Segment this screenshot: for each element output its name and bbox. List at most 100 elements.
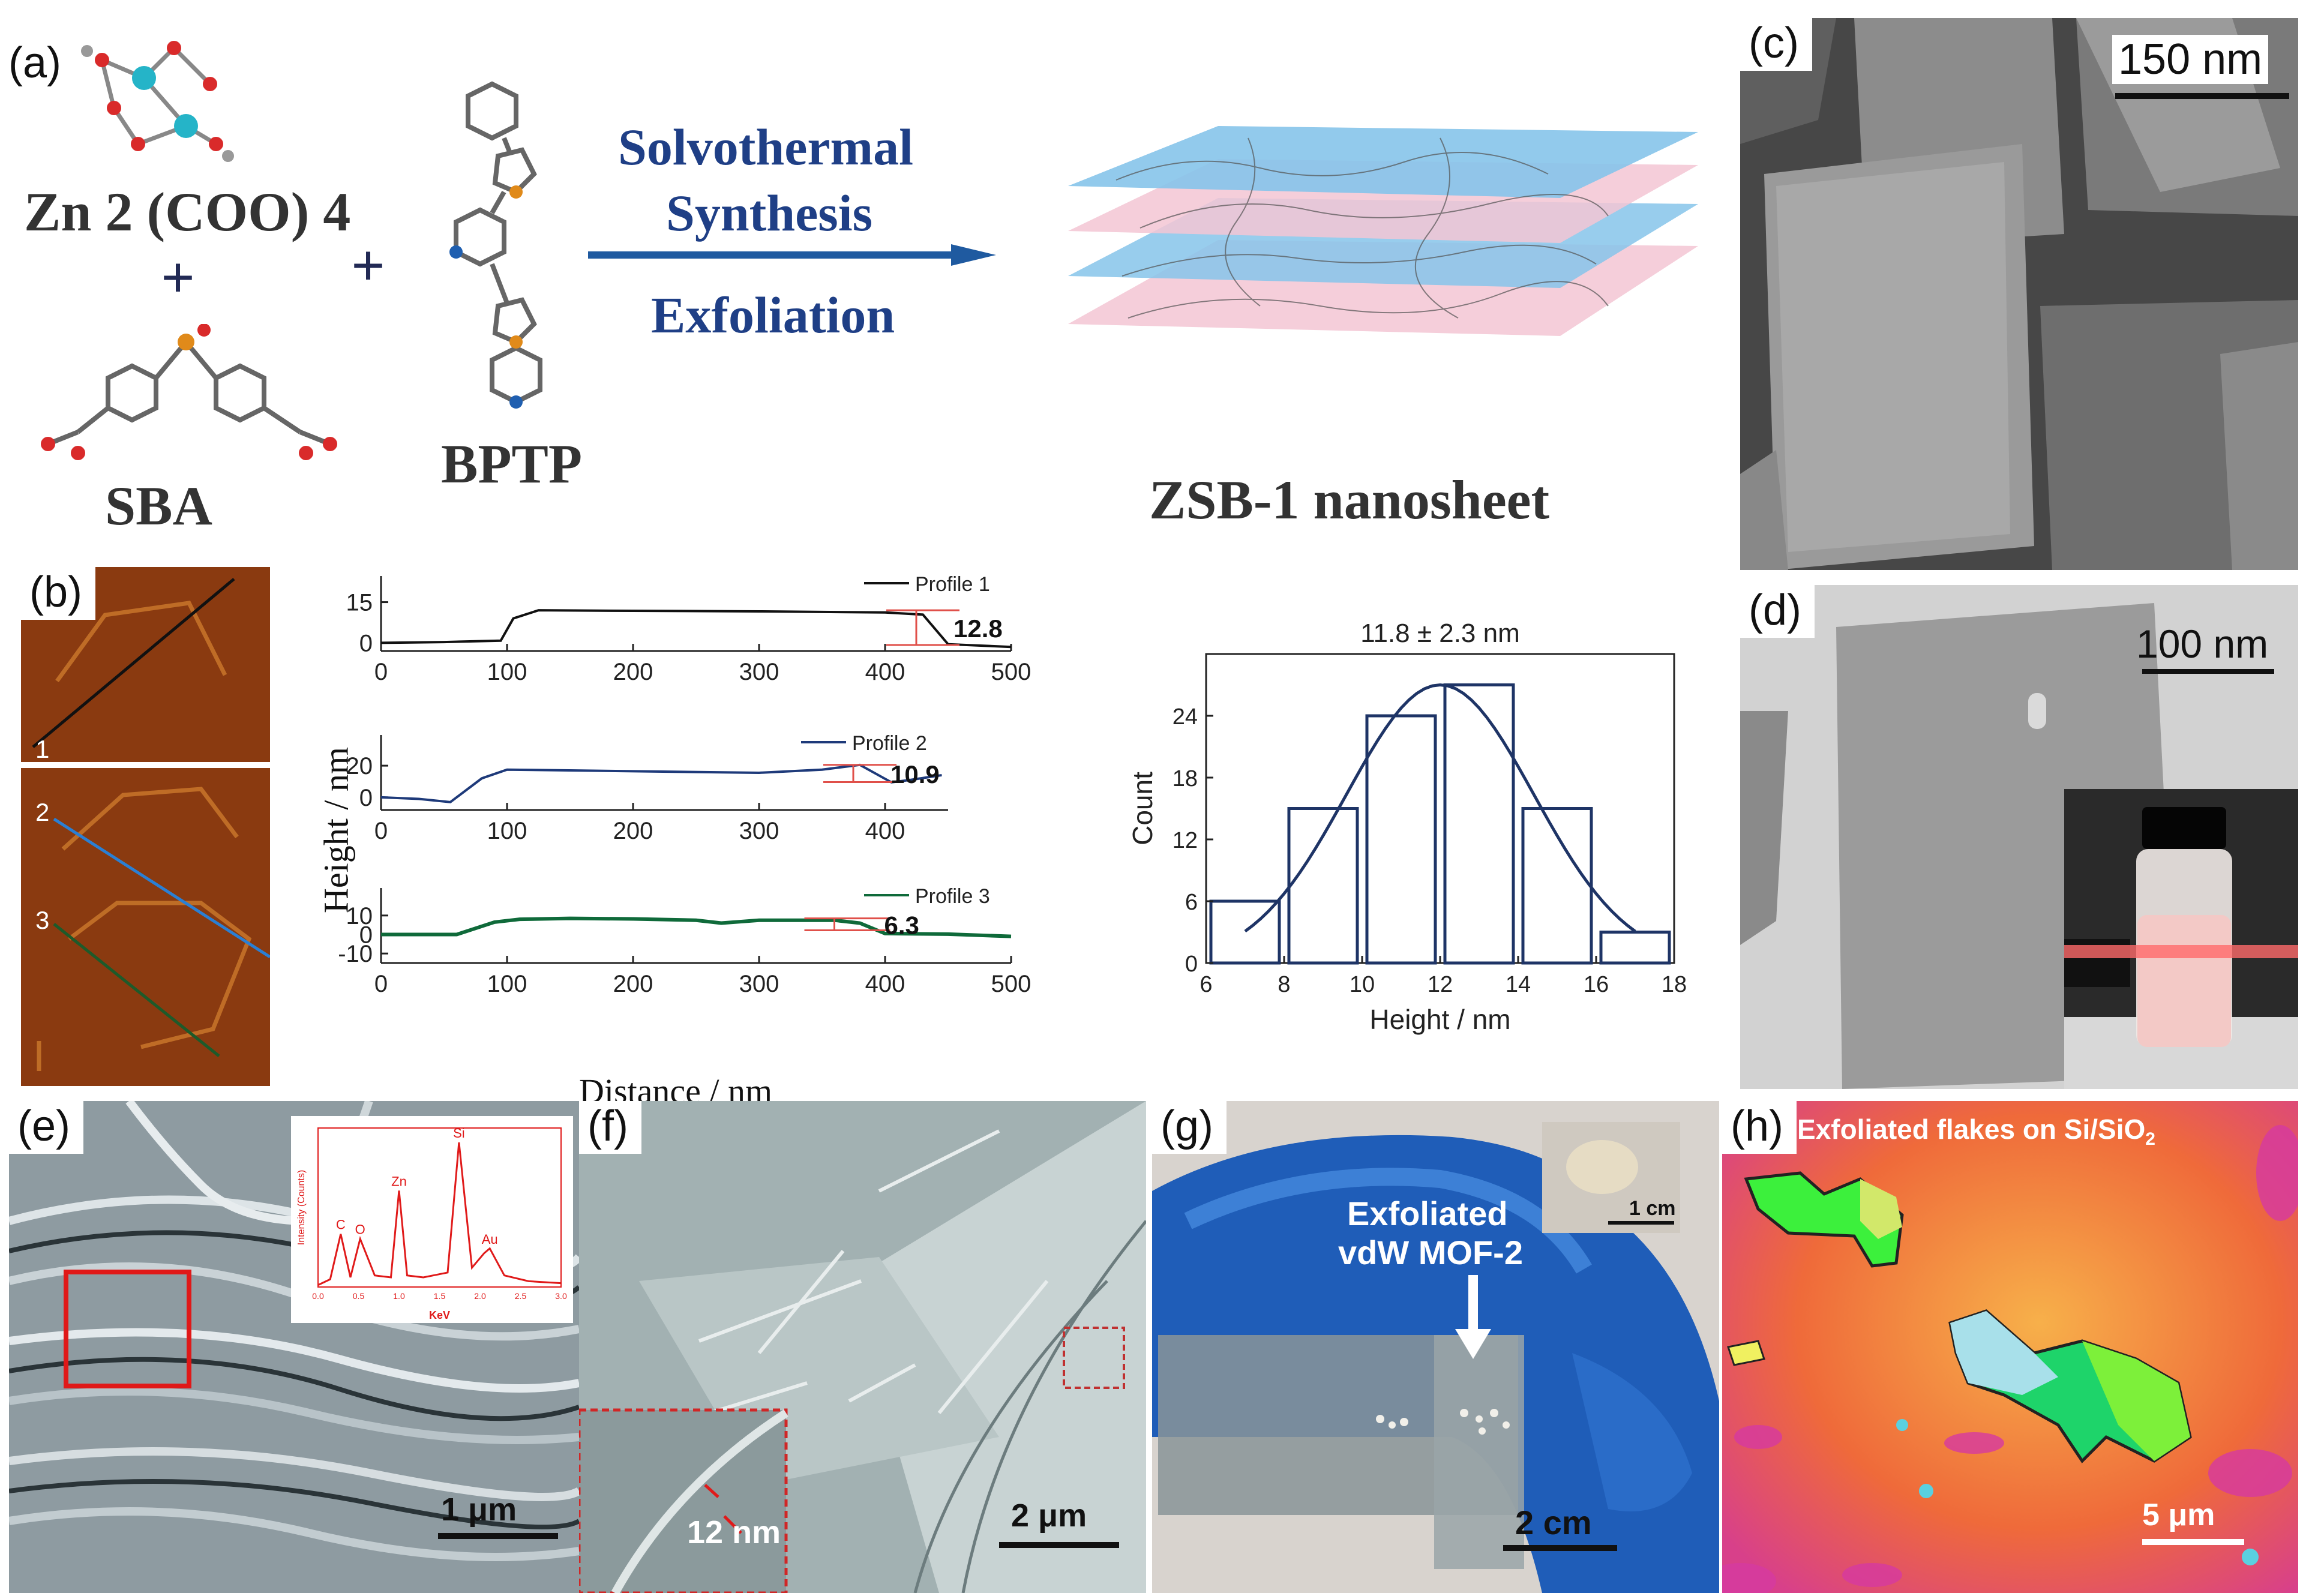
histogram-xtick-label: 14	[1506, 972, 1531, 997]
profile-1-xtick-label: 500	[991, 659, 1031, 685]
profile-2-annotation: 10.9	[890, 760, 940, 788]
afm-marker-1: 1	[35, 735, 50, 763]
profile-3-legend-label: Profile 3	[915, 885, 990, 908]
scale-bar-g	[1503, 1545, 1617, 1551]
sample-label-line1: Exfoliated	[1347, 1195, 1508, 1232]
eds-xtick-label: 1.5	[434, 1291, 446, 1301]
panel-d-tem: (d) 100 nm	[1740, 585, 2298, 1089]
nanosheet-stack-illustration	[1068, 126, 1698, 336]
histogram-ytick-label: 24	[1173, 704, 1198, 730]
profile-3-annotation: 6.3	[884, 911, 919, 940]
sba-molecule-structure	[41, 324, 337, 460]
panel-a-label: (a)	[8, 39, 61, 87]
scale-bar-f	[999, 1542, 1119, 1548]
plus-sign-2: +	[351, 232, 385, 299]
optical-image-h	[1722, 1101, 2298, 1593]
eds-spectrum-line	[317, 1142, 562, 1286]
vial-photo-inset	[2064, 789, 2298, 1089]
scale-label-d: 100 nm	[2136, 622, 2269, 666]
histogram-xtick-label: 16	[1584, 972, 1609, 997]
eds-spectrum-inset: C O Zn Si Au 0.0 0.5 1.0 1.5 2.0 2.5 3.0 KeV Intensit…	[291, 1116, 573, 1323]
profile-1-xtick-label: 300	[739, 659, 779, 685]
histogram-y-label: Count	[1127, 772, 1158, 845]
profile-2-xtick-label: 200	[613, 818, 653, 844]
profile-3-xtick-label: 300	[739, 971, 779, 997]
profile-2-xtick-label: 300	[739, 818, 779, 844]
panel-e-label: (e)	[9, 1101, 83, 1154]
histogram-xtick-label: 6	[1200, 972, 1212, 997]
bptp-molecule-structure	[449, 81, 542, 409]
profile-3-xtick-label: 200	[613, 971, 653, 997]
profile-3-xtick-label: 400	[865, 971, 905, 997]
eds-y-label: Intensity (Counts)	[296, 1170, 307, 1245]
product-label: ZSB-1 nanosheet	[1149, 469, 1550, 530]
scale-bar-c	[2115, 93, 2289, 99]
histogram-bar	[1365, 714, 1437, 965]
panel-e-sem: (e) C O Zn Si Au 0.0 0.5 1.0 1.5 2.0 2.5 3.0 KeV Inte…	[9, 1101, 579, 1593]
glove-photo-g	[1152, 1101, 1719, 1593]
afm-image	[21, 567, 270, 1086]
profile-3-xtick-label: 0	[374, 971, 388, 997]
gaussian-fit-line	[1244, 683, 1636, 933]
profile-3-xtick-label: 100	[487, 971, 527, 997]
panel-g-photo: (g) Exfoliated vdW MOF-2 1 cm 2 cm	[1152, 1101, 1719, 1593]
profile-1-legend-label: Profile 1	[915, 573, 990, 596]
plus-sign-1: +	[161, 244, 195, 311]
profile-1-xtick-label: 100	[487, 659, 527, 685]
inset-label-f: 12 nm	[687, 1514, 781, 1550]
histogram-ytick-label: 18	[1173, 766, 1198, 791]
scale-bar-h	[2142, 1539, 2244, 1545]
arrow-text-exfoliation: Exfoliation	[651, 286, 895, 344]
panel-f-sem: (f) 12 nm 2 μm	[579, 1101, 1146, 1593]
reaction-arrow-icon	[588, 244, 996, 266]
profile-1-xtick-label: 200	[613, 659, 653, 685]
histogram-xtick-label: 10	[1350, 972, 1375, 997]
profile-1-ytick-label: 0	[359, 630, 373, 656]
profile-2-line	[380, 763, 942, 803]
sem-image-f	[579, 1101, 1146, 1593]
profile-2-ytick-label: 0	[359, 785, 373, 811]
histogram-x-label: Height / nm	[1369, 1004, 1510, 1035]
panel-h-optical: (h) Exfoliated flakes on Si/SiO2 5 μm	[1722, 1101, 2298, 1593]
profile-3-line	[381, 916, 1012, 938]
inset-scale-label-g: 1 cm	[1629, 1197, 1676, 1220]
profile-2-xtick-label: 100	[487, 818, 527, 844]
eds-xtick-label: 2.0	[474, 1291, 486, 1301]
arrow-text-synthesis: Synthesis	[666, 184, 873, 242]
profile-1-ytick-label: 15	[346, 590, 373, 616]
panel-a: (a) Zn 2 (COO) 4 + SBA +	[0, 0, 1740, 558]
profile-2-ytick-label: 20	[346, 753, 373, 779]
panel-d-label: (d)	[1740, 585, 1815, 638]
profile-3-ytick-label: 0	[359, 922, 373, 949]
eds-xtick-label: 0.5	[353, 1291, 365, 1301]
scale-label-h: 5 μm	[2142, 1498, 2215, 1532]
afm-marker-3: 3	[35, 906, 50, 934]
reagent-zn-label: Zn 2 (COO) 4	[24, 181, 351, 242]
panel-h-title-subscript: 2	[2145, 1129, 2155, 1150]
zn-paddlewheel-structure	[81, 41, 234, 162]
eds-xtick-label: 3.0	[555, 1291, 567, 1301]
panel-b-label: (b)	[21, 567, 95, 620]
histogram-xtick-label: 8	[1278, 972, 1290, 997]
panel-h-title: Exfoliated flakes on Si/SiO2	[1797, 1113, 2155, 1150]
histogram-xtick-label: 12	[1428, 972, 1453, 997]
inset-scale-bar-g	[1608, 1221, 1674, 1225]
histogram-xtick-label: 18	[1662, 972, 1687, 997]
scale-bar-e	[438, 1533, 558, 1539]
profile-1-annotation: 12.8	[953, 614, 1003, 643]
histogram-ytick-label: 0	[1185, 952, 1198, 977]
sem-image-c	[1740, 18, 2298, 570]
panel-h-title-text: Exfoliated flakes on Si/SiO	[1797, 1114, 2146, 1145]
panel-c-label: (c)	[1740, 18, 1812, 71]
histogram-bar	[1521, 807, 1593, 965]
eds-peak-label: C	[336, 1217, 346, 1232]
profile-3-ytick-label: 10	[346, 903, 373, 929]
panel-b-afm: (b) 1 2 3	[21, 567, 270, 1086]
profile-2-xtick-label: 0	[374, 818, 388, 844]
profile-3-xtick-label: 500	[991, 971, 1031, 997]
scale-bar-d	[2142, 669, 2274, 674]
arrow-text-solvothermal: Solvothermal	[618, 118, 914, 176]
eds-frame	[317, 1127, 562, 1288]
panel-g-label: (g)	[1152, 1101, 1227, 1154]
